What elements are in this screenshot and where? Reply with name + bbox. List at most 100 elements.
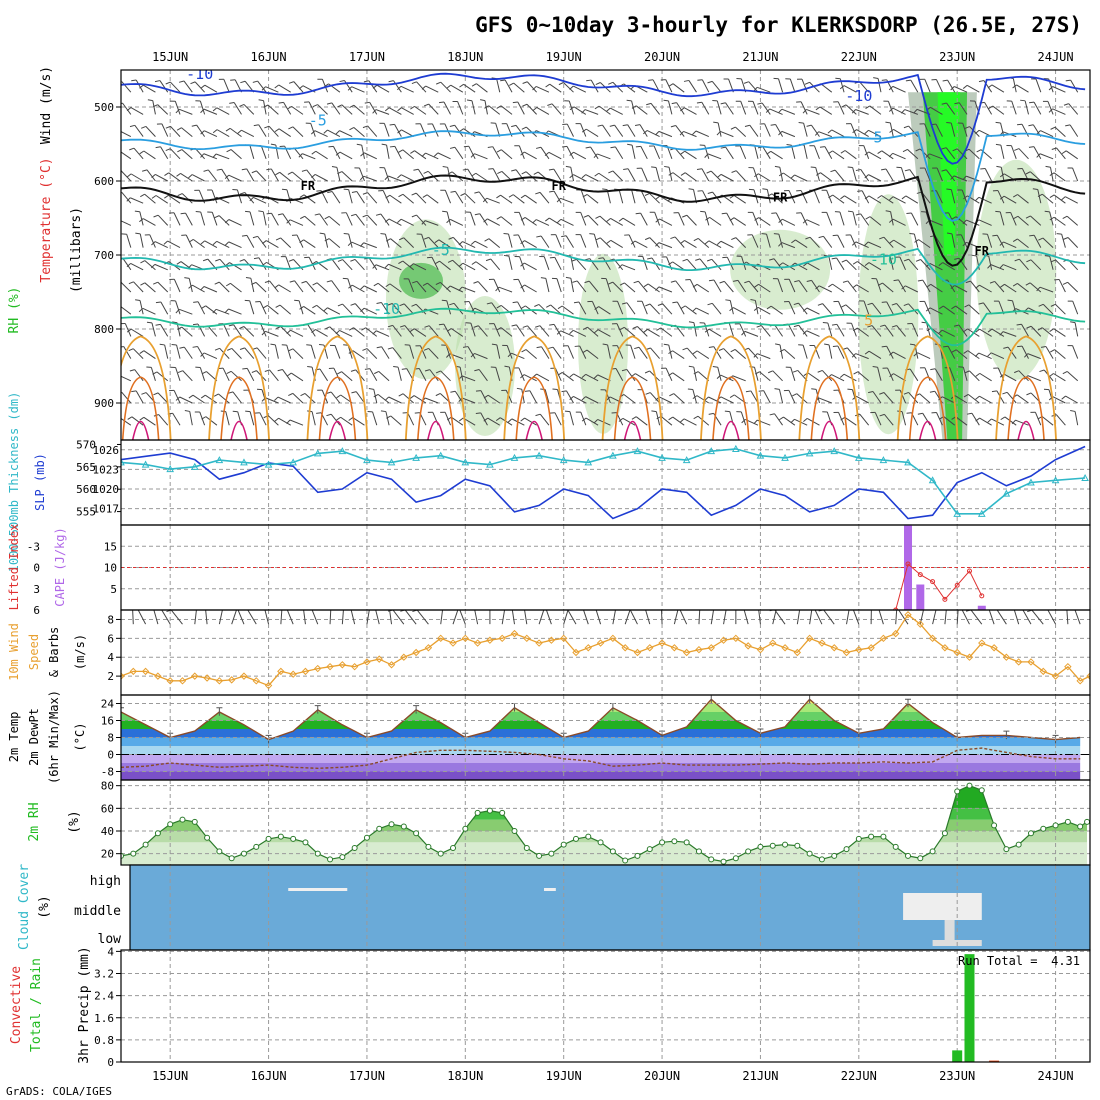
wind-barb [341, 610, 344, 625]
wind-barb-flag [216, 168, 222, 171]
wind-speed-point [264, 681, 273, 690]
wind-barb [307, 324, 316, 337]
wind-barb [443, 323, 451, 337]
wind-barb [783, 349, 796, 359]
wind-barb [820, 83, 833, 93]
wind-barb [363, 285, 377, 293]
thickness-point [510, 453, 519, 461]
wind-barb [554, 257, 562, 271]
wind-barb [353, 327, 365, 337]
wind-barb-flag [274, 284, 279, 289]
wind-barb-flag [496, 304, 502, 309]
wind-barb-flag [511, 169, 517, 172]
wind-barb [945, 169, 956, 182]
wind-barb-flag [1045, 165, 1051, 168]
thickness-line [121, 448, 1086, 515]
wind-barb-flag [1050, 126, 1056, 130]
wind-barb [258, 124, 267, 137]
wind-barb [475, 261, 488, 271]
wind-barb-flag [239, 259, 245, 262]
wind-barb-flag [134, 210, 140, 213]
wind-barb [676, 301, 685, 315]
wind-barb-flag [753, 419, 758, 425]
wind-barb-flag [815, 285, 820, 290]
wind-barb-flag [421, 85, 427, 90]
rh-point [327, 856, 334, 863]
wind-barb [598, 306, 611, 315]
wind-barb-flag [362, 192, 368, 195]
wind-barb [428, 348, 439, 359]
wind-barb-flag [200, 108, 205, 114]
wind-barb [524, 284, 537, 293]
wind-barb [1024, 100, 1030, 115]
chart-title: GFS 0~10day 3-hourly for KLERKSDORP (26.… [475, 13, 1082, 37]
date-label-bottom: 23JUN [939, 1069, 975, 1083]
wind-barb-flag [393, 366, 399, 368]
rh-point [683, 839, 690, 846]
wind-speed-point [473, 639, 482, 647]
wind-speed-point [1064, 662, 1072, 671]
wind-barb [783, 416, 796, 426]
wind-barb [257, 236, 267, 248]
rh-point [179, 816, 186, 823]
wind-barb [770, 150, 783, 160]
wind-barb [997, 190, 1005, 204]
wind-barb-flag [336, 394, 341, 399]
wind-barb [308, 101, 316, 115]
tick-label: 6 [107, 632, 114, 645]
wind-barb-flag [853, 371, 859, 375]
wind-barb [552, 346, 562, 359]
wind-barb [996, 235, 1005, 248]
isotherm [121, 130, 1086, 222]
wind-barb-flag [1017, 345, 1023, 348]
wind-barb-flag [200, 605, 205, 606]
wind-barb-flag [704, 396, 709, 401]
wind-barb [416, 214, 427, 226]
wind-barb [893, 239, 906, 249]
wind-barb [121, 192, 132, 204]
wind-barb-flag [301, 280, 307, 284]
wind-barb-flag [141, 392, 147, 395]
wind-barb [1053, 373, 1066, 382]
wind-barb [884, 324, 894, 337]
wind-barb [205, 394, 218, 404]
wind-barb [580, 123, 587, 137]
wind-barb-flag [987, 352, 992, 357]
wind-barb [249, 411, 255, 426]
wind-barb-flag [1070, 321, 1076, 324]
wind-barb [124, 323, 132, 337]
wind-barb-flag [1013, 215, 1019, 220]
wind-barb [597, 374, 611, 382]
wind-barb-flag [298, 153, 303, 158]
wind-barb-flag [372, 264, 377, 269]
wind-barb [1053, 194, 1066, 204]
wind-barb-flag [817, 369, 823, 373]
wind-barb [143, 84, 156, 93]
wind-barb-flag [889, 129, 894, 133]
wind-barb [683, 107, 697, 115]
wind-barb-flag [840, 195, 845, 200]
wind-barb-flag [1007, 299, 1013, 302]
wind-barb [292, 348, 304, 359]
wind-barb-flag [917, 279, 923, 282]
wind-barb [267, 104, 279, 115]
wind-barb [585, 417, 599, 426]
wind-barb [1003, 264, 1017, 271]
wind-barb [924, 79, 931, 93]
wind-barb [578, 301, 587, 315]
wind-barb-flag [852, 261, 858, 265]
wind-barb [978, 219, 992, 226]
wind-barb-flag [766, 305, 772, 310]
wind-barb-flag [881, 79, 887, 81]
wind-barb [331, 102, 341, 115]
wind-barb [806, 108, 820, 115]
wind-barb-flag [841, 104, 847, 108]
wind-barb [478, 369, 488, 382]
li-point [893, 607, 899, 610]
wind-speed-point [781, 644, 789, 652]
wind-barb-flag [680, 107, 685, 112]
wind-barb [743, 610, 749, 625]
wind-barb-flag [645, 303, 651, 307]
wind-barb-flag [522, 325, 528, 328]
wind-barb [429, 369, 439, 382]
